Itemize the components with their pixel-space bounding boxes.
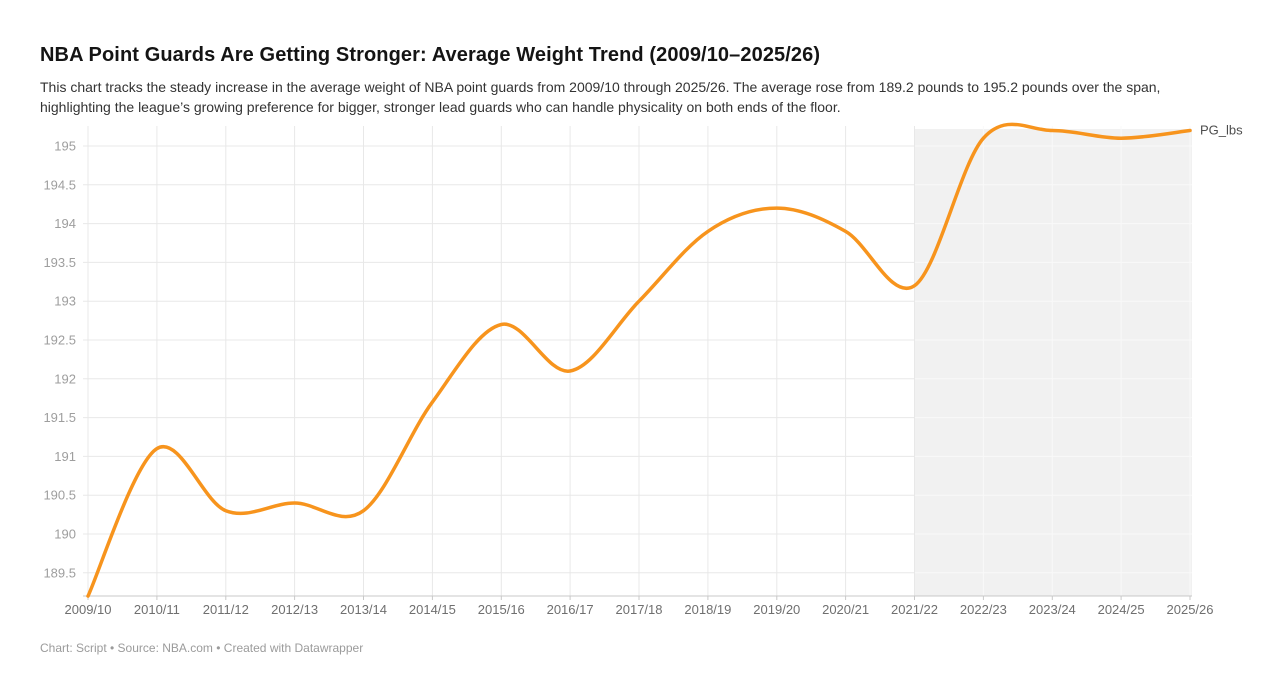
x-tick-label: 2023/24 bbox=[1029, 602, 1076, 617]
x-tick-label: 2010/11 bbox=[134, 602, 180, 617]
forecast-band bbox=[914, 129, 1192, 596]
x-tick-label: 2013/14 bbox=[340, 602, 387, 617]
y-tick-label: 192 bbox=[54, 371, 76, 386]
chart-description: This chart tracks the steady increase in… bbox=[40, 77, 1160, 117]
y-tick-label: 190.5 bbox=[43, 488, 76, 503]
y-tick-label: 193 bbox=[54, 294, 76, 309]
x-tick-label: 2016/17 bbox=[547, 602, 594, 617]
x-tick-label: 2014/15 bbox=[409, 602, 456, 617]
y-tick-label: 195 bbox=[54, 139, 76, 154]
x-tick-label: 2018/19 bbox=[684, 602, 731, 617]
chart-description-line: This chart tracks the steady increase in… bbox=[40, 79, 1161, 95]
line-series-label: PG_lbs bbox=[1200, 123, 1243, 138]
x-tick-label: 2017/18 bbox=[616, 602, 663, 617]
y-tick-label: 191.5 bbox=[43, 410, 76, 425]
x-tick-label: 2025/26 bbox=[1167, 602, 1214, 617]
x-tick-label: 2024/25 bbox=[1098, 602, 1145, 617]
x-tick-label: 2009/10 bbox=[65, 602, 112, 617]
x-tick-label: 2022/23 bbox=[960, 602, 1007, 617]
trend-line bbox=[86, 122, 1192, 598]
chart-title: NBA Point Guards Are Getting Stronger: A… bbox=[40, 44, 821, 66]
y-tick-label: 192.5 bbox=[43, 333, 76, 348]
y-tick-label: 190 bbox=[54, 527, 76, 542]
x-tick-label: 2012/13 bbox=[271, 602, 318, 617]
chart-description-line: highlighting the league’s growing prefer… bbox=[40, 99, 841, 115]
y-tick-label: 191 bbox=[54, 449, 76, 464]
x-tick-label: 2015/16 bbox=[478, 602, 525, 617]
y-tick-label: 189.5 bbox=[43, 565, 76, 580]
x-tick-label: 2019/20 bbox=[753, 602, 800, 617]
x-tick-label: 2011/12 bbox=[203, 602, 249, 617]
x-tick-label: 2021/22 bbox=[891, 602, 938, 617]
y-tick-label: 194.5 bbox=[43, 177, 76, 192]
x-tick-label: 2020/21 bbox=[822, 602, 869, 617]
y-tick-label: 193.5 bbox=[43, 255, 76, 270]
y-tick-label: 194 bbox=[54, 216, 76, 231]
chart-footer: Chart: Script • Source: NBA.com • Create… bbox=[40, 641, 364, 655]
